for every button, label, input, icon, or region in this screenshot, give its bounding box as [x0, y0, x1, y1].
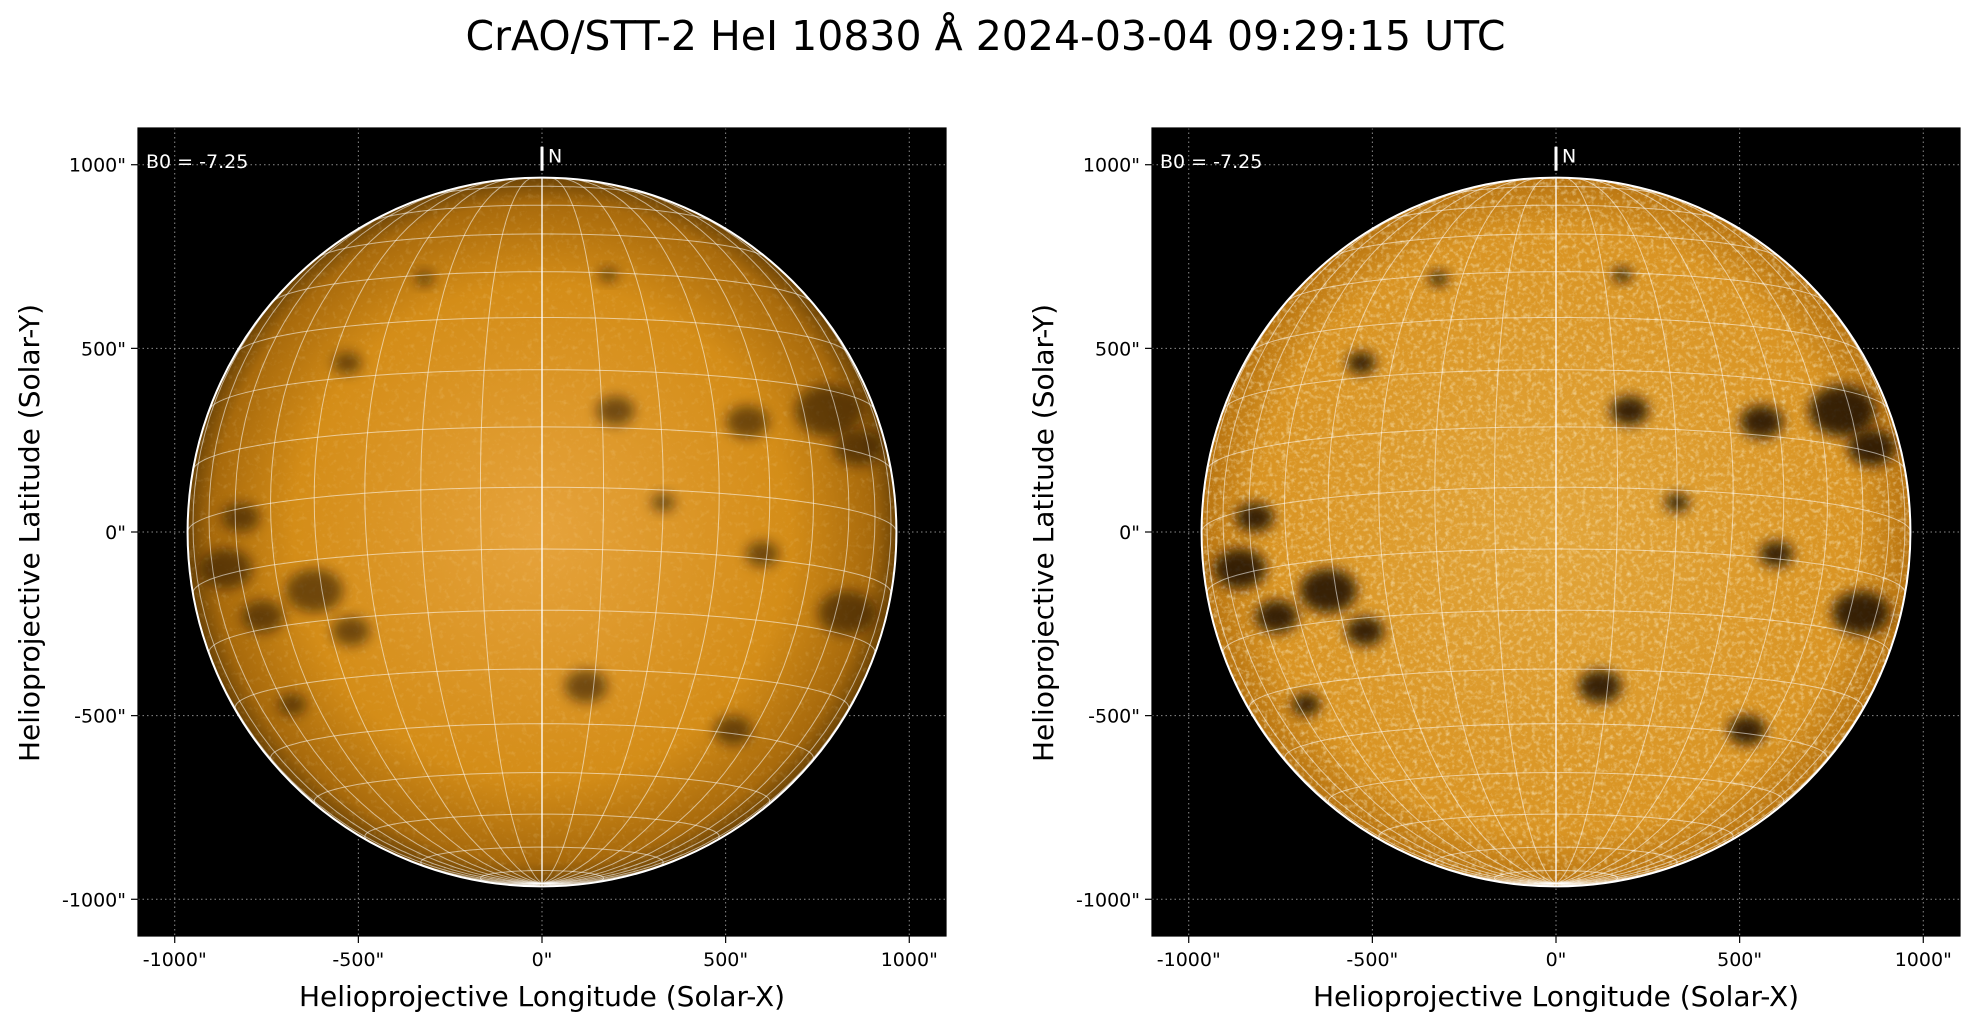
- filament-feature: [1235, 502, 1274, 532]
- figure-title: CrAO/STT-2 HeI 10830 Å 2024-03-04 09:29:…: [465, 12, 1506, 60]
- filament-feature: [285, 568, 343, 613]
- y-tick-label: 500": [1095, 338, 1140, 360]
- heliographic-gridline: [1327, 180, 1557, 885]
- y-tick-label: 1000": [69, 155, 126, 177]
- heliographic-gridline: [1555, 253, 1906, 885]
- x-tick-label: 500": [1717, 949, 1762, 971]
- x-tick-label: 1000": [1895, 949, 1952, 971]
- x-tick-label: 0": [532, 949, 553, 971]
- north-label: N: [1562, 146, 1576, 168]
- filament-feature: [1428, 271, 1449, 286]
- heliographic-gridline: [1222, 197, 1557, 885]
- filament-feature: [277, 693, 307, 716]
- y-tick-label: 500": [81, 338, 126, 360]
- right-y-axis-title: Helioprojective Latitude (Solar-Y): [1027, 303, 1060, 762]
- y-tick-label: -1000": [1076, 889, 1140, 911]
- filament-feature: [1809, 385, 1876, 437]
- b0-label: B0 = -7.25: [146, 151, 248, 173]
- heliographic-grid: [187, 177, 897, 887]
- heliographic-gridline: [1434, 177, 1557, 885]
- heliographic-gridline: [1555, 177, 1618, 884]
- filament-feature: [1847, 429, 1896, 466]
- heliographic-gridline: [541, 177, 664, 885]
- y-tick-label: -500": [74, 706, 126, 728]
- filament-feature: [1291, 693, 1321, 716]
- heliographic-gridline: [541, 181, 815, 885]
- filament-feature: [1213, 548, 1267, 589]
- x-tick-label: 0": [1546, 949, 1567, 971]
- y-tick-label: 0": [1119, 522, 1140, 544]
- heliographic-gridline: [1378, 178, 1557, 885]
- y-tick-label: -500": [1088, 706, 1140, 728]
- filament-feature: [333, 352, 362, 375]
- heliographic-gridline: [480, 177, 543, 884]
- x-tick-label: 1000": [881, 949, 938, 971]
- filament-feature: [1740, 405, 1784, 439]
- y-tick-label: -1000": [62, 889, 126, 911]
- left-x-axis-title: Helioprojective Longitude (Solar-X): [298, 980, 786, 1013]
- x-tick-label: -1000": [143, 949, 207, 971]
- filament-feature: [596, 396, 635, 426]
- heliographic-gridline: [541, 253, 892, 885]
- filament-feature: [598, 267, 618, 283]
- north-label: N: [548, 146, 562, 168]
- heliographic-gridline: [208, 197, 543, 885]
- filament-feature: [564, 669, 608, 703]
- filament-feature: [745, 541, 780, 567]
- filament-feature: [1345, 616, 1385, 646]
- heliographic-gridline: [541, 197, 876, 885]
- x-tick-label: -500": [1346, 949, 1398, 971]
- heliographic-gridline: [1555, 178, 1734, 885]
- filament-feature: [726, 405, 770, 439]
- heliographic-gridline: [313, 180, 543, 885]
- b0-label: B0 = -7.25: [1160, 151, 1262, 173]
- filament-feature: [1727, 715, 1767, 746]
- heliographic-gridline: [541, 186, 850, 885]
- heliographic-gridline: [192, 253, 543, 885]
- heliographic-gridline: [1248, 186, 1557, 885]
- heliographic-gridline: [1555, 186, 1864, 885]
- heliographic-gridline: [541, 177, 604, 884]
- heliographic-gridline: [1555, 197, 1890, 885]
- heliographic-gridline: [1283, 181, 1557, 885]
- filament-feature: [1610, 396, 1649, 426]
- heliographic-gridline: [269, 181, 543, 885]
- filament-feature: [331, 616, 371, 646]
- filament-feature: [1578, 669, 1622, 703]
- filament-feature: [795, 385, 862, 437]
- filament-feature: [1759, 541, 1794, 567]
- heliographic-gridline: [541, 180, 771, 885]
- heliographic-gridline: [364, 178, 543, 885]
- filament-feature: [1612, 267, 1632, 283]
- heliographic-gridline: [234, 186, 543, 885]
- filament-feature: [221, 502, 260, 532]
- y-tick-label: 1000": [1083, 155, 1140, 177]
- heliographic-gridline: [1555, 177, 1678, 885]
- x-tick-label: -1000": [1157, 949, 1221, 971]
- filament-feature: [1347, 352, 1376, 375]
- heliographic-gridline: [1555, 181, 1829, 885]
- heliographic-gridline: [1494, 177, 1557, 884]
- filament-feature: [713, 715, 753, 746]
- filament-feature: [1832, 590, 1890, 635]
- heliographic-gridline: [1206, 253, 1557, 885]
- right-x-axis-title: Helioprojective Longitude (Solar-X): [1312, 980, 1800, 1013]
- y-tick-label: 0": [105, 522, 126, 544]
- heliographic-gridline: [541, 178, 720, 885]
- x-tick-label: -500": [332, 949, 384, 971]
- x-tick-label: 500": [703, 949, 748, 971]
- filament-feature: [1299, 568, 1357, 613]
- heliographic-gridline: [1555, 180, 1785, 885]
- heliographic-gridline: [420, 177, 543, 885]
- filament-feature: [1255, 599, 1299, 633]
